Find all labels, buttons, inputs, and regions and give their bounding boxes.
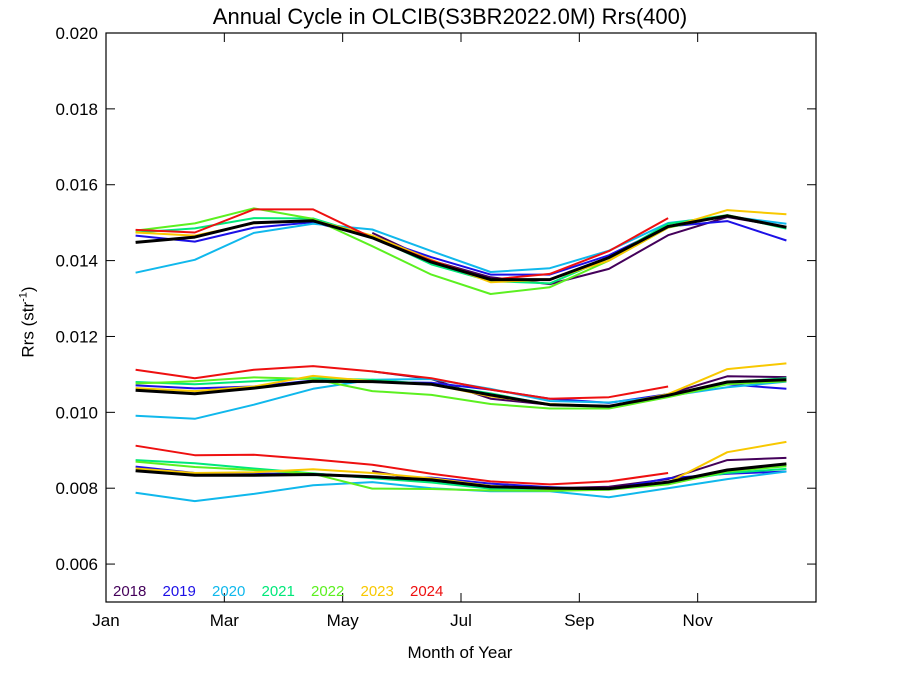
series-line-2024-middle: [135, 365, 669, 400]
y-tick-label: 0.008: [55, 479, 98, 498]
legend-entry-2018: 2018: [113, 583, 146, 600]
series-line-2022-lower: [135, 460, 787, 492]
legend-entry-2021: 2021: [262, 583, 295, 600]
legend-entry-2022: 2022: [311, 583, 344, 600]
chart-title: Annual Cycle in OLCIB(S3BR2022.0M) Rrs(4…: [212, 4, 688, 29]
x-tick-label: Jan: [92, 611, 119, 630]
y-tick-label: 0.014: [55, 252, 98, 271]
legend-entry-2024: 2024: [410, 583, 443, 600]
y-tick-label: 0.006: [55, 555, 98, 574]
y-tick-label: 0.010: [55, 403, 98, 422]
legend-entry-2019: 2019: [163, 583, 196, 600]
series-line-2021-upper: [135, 214, 787, 285]
y-tick-label: 0.020: [55, 24, 98, 43]
series-line-mean-upper: [135, 214, 787, 282]
x-tick-label: Jul: [450, 611, 472, 630]
x-tick-label: Sep: [564, 611, 594, 630]
series-line-mean-middle: [135, 378, 787, 408]
series-line-mean-lower: [135, 462, 787, 491]
x-tick-label: Nov: [683, 611, 714, 630]
y-tick-label: 0.012: [55, 327, 98, 346]
x-tick-label: May: [327, 611, 360, 630]
x-axis-label: Month of Year: [407, 643, 513, 662]
series-line-2022-middle: [135, 376, 787, 410]
legend-entry-2023: 2023: [361, 583, 394, 600]
y-tick-label: 0.018: [55, 100, 98, 119]
x-tick-label: Mar: [210, 611, 240, 630]
series-line-2024-lower: [135, 444, 669, 486]
legend-entry-2020: 2020: [212, 583, 245, 600]
y-tick-label: 0.016: [55, 176, 98, 195]
plot-frame: [105, 32, 817, 603]
